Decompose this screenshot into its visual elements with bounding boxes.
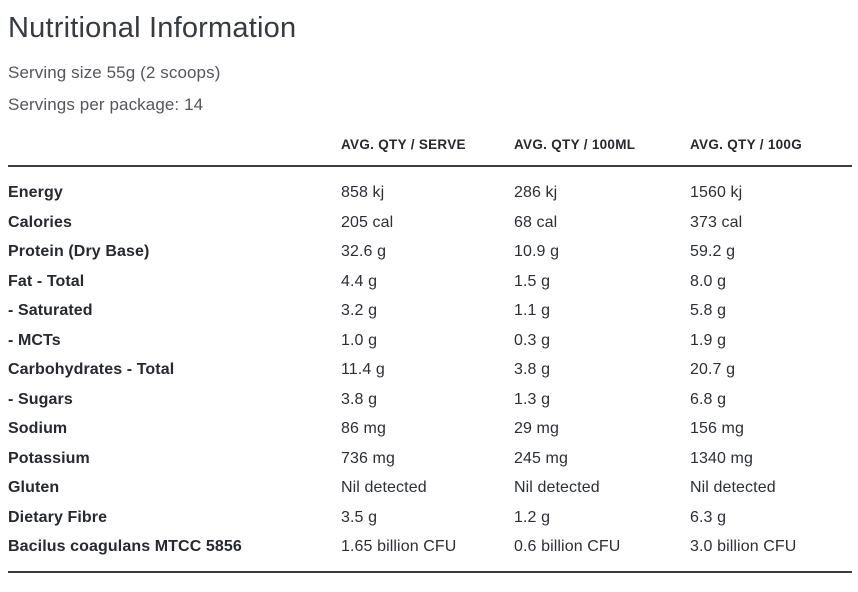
value-per-100g: 6.3 g [690, 508, 727, 526]
value-per-100ml: 1.1 g [514, 302, 551, 319]
table-body: Energy 858 kj 286 kj 1560 kj Calories 205 cal… [8, 166, 852, 572]
value-per-100g: 6.8 g [690, 390, 727, 408]
table-row: Dietary Fibre 3.5 g 1.2 g 6.3 g [8, 503, 852, 533]
row-label: - Saturated [8, 302, 93, 319]
row-label: Calories [8, 213, 72, 231]
row-label: Gluten [8, 479, 60, 496]
value-per-100ml: Nil detected [514, 479, 600, 496]
value-per-100g: 156 mg [690, 420, 744, 437]
table-header-row: AVG. QTY / SERVE AVG. QTY / 100ML AVG. Q… [8, 137, 852, 166]
value-per-100g: 1560 kj [690, 184, 743, 201]
value-per-serve: 3.2 g [341, 302, 378, 319]
value-per-serve: Nil detected [341, 479, 427, 496]
table-row: Bacilus coagulans MTCC 5856 1.65 billion … [8, 533, 852, 572]
table-header: AVG. QTY / SERVE AVG. QTY / 100ML AVG. Q… [8, 137, 852, 166]
value-per-serve: 3.8 g [341, 390, 378, 408]
value-per-100ml: 10.9 g [514, 243, 560, 260]
row-label: - Sugars [8, 390, 73, 408]
row-label: Fat - Total [8, 272, 85, 290]
page-title: Nutritional Information [8, 12, 297, 44]
row-label: Sodium [8, 420, 68, 437]
row-label: Dietary Fibre [8, 508, 108, 526]
table-row: Sodium 86 mg 29 mg 156 mg [8, 415, 852, 445]
value-per-100g: 1340 mg [690, 449, 753, 467]
value-per-100g: 59.2 g [690, 243, 736, 260]
table-row: Carbohydrates - Total 11.4 g 3.8 g 20.7 g [8, 356, 852, 386]
table-row: - MCTs 1.0 g 0.3 g 1.9 g [8, 326, 852, 356]
row-label: Energy [8, 184, 63, 201]
value-per-serve: 11.4 g [341, 361, 385, 378]
table-row: Gluten Nil detected Nil detected Nil detect… [8, 474, 852, 504]
value-per-100g: 8.0 g [690, 272, 727, 290]
value-per-100ml: 3.8 g [514, 361, 551, 378]
value-per-100g: Nil detected [690, 479, 776, 496]
value-per-serve: 205 cal [341, 213, 394, 231]
value-per-serve: 32.6 g [341, 243, 387, 260]
value-per-serve: 86 mg [341, 420, 386, 437]
table-row: - Sugars 3.8 g 1.3 g 6.8 g [8, 385, 852, 415]
row-label: Bacilus coagulans MTCC 5856 [8, 538, 242, 555]
value-per-100ml: 1.5 g [514, 272, 551, 290]
value-per-100ml: 286 kj [514, 184, 558, 201]
row-label: Potassium [8, 449, 90, 467]
column-header-per-serve: AVG. QTY / SERVE [341, 137, 466, 152]
row-label: - MCTs [8, 331, 61, 349]
value-per-100g: 3.0 billion CFU [690, 538, 797, 555]
value-per-serve: 1.65 billion CFU [341, 538, 457, 555]
table-row: - Saturated 3.2 g 1.1 g 5.8 g [8, 297, 852, 327]
table-row: Calories 205 cal 68 cal 373 cal [8, 208, 852, 238]
table-row: Potassium 736 mg 245 mg 1340 mg [8, 444, 852, 474]
column-header-per-100g: AVG. QTY / 100G [690, 137, 803, 152]
table-row: Fat - Total 4.4 g 1.5 g 8.0 g [8, 267, 852, 297]
servings-per-package-text: Servings per package: 14 [8, 95, 204, 114]
value-per-100ml: 29 mg [514, 420, 559, 437]
value-per-100ml: 0.6 billion CFU [514, 538, 621, 555]
nutrition-table: AVG. QTY / SERVE AVG. QTY / 100ML AVG. Q… [8, 137, 852, 573]
value-per-100ml: 68 cal [514, 213, 558, 231]
value-per-serve: 4.4 g [341, 272, 378, 290]
value-per-100g: 5.8 g [690, 302, 727, 319]
column-header-blank [8, 137, 341, 166]
value-per-serve: 1.0 g [341, 331, 378, 349]
value-per-100g: 1.9 g [690, 331, 727, 349]
table-row: Protein (Dry Base) 32.6 g 10.9 g 59.2 g [8, 238, 852, 268]
value-per-100ml: 245 mg [514, 449, 568, 467]
value-per-100ml: 1.3 g [514, 390, 551, 408]
value-per-serve: 858 kj [341, 184, 385, 201]
row-label: Protein (Dry Base) [8, 243, 150, 260]
value-per-serve: 3.5 g [341, 508, 378, 526]
serving-size-text: Serving size 55g (2 scoops) [8, 63, 221, 82]
row-label: Carbohydrates - Total [8, 361, 175, 378]
value-per-100g: 20.7 g [690, 361, 736, 378]
value-per-100ml: 0.3 g [514, 331, 551, 349]
value-per-100ml: 1.2 g [514, 508, 551, 526]
column-header-per-100ml: AVG. QTY / 100ML [514, 137, 636, 152]
table-row: Energy 858 kj 286 kj 1560 kj [8, 166, 852, 208]
value-per-100g: 373 cal [690, 213, 743, 231]
value-per-serve: 736 mg [341, 449, 395, 467]
